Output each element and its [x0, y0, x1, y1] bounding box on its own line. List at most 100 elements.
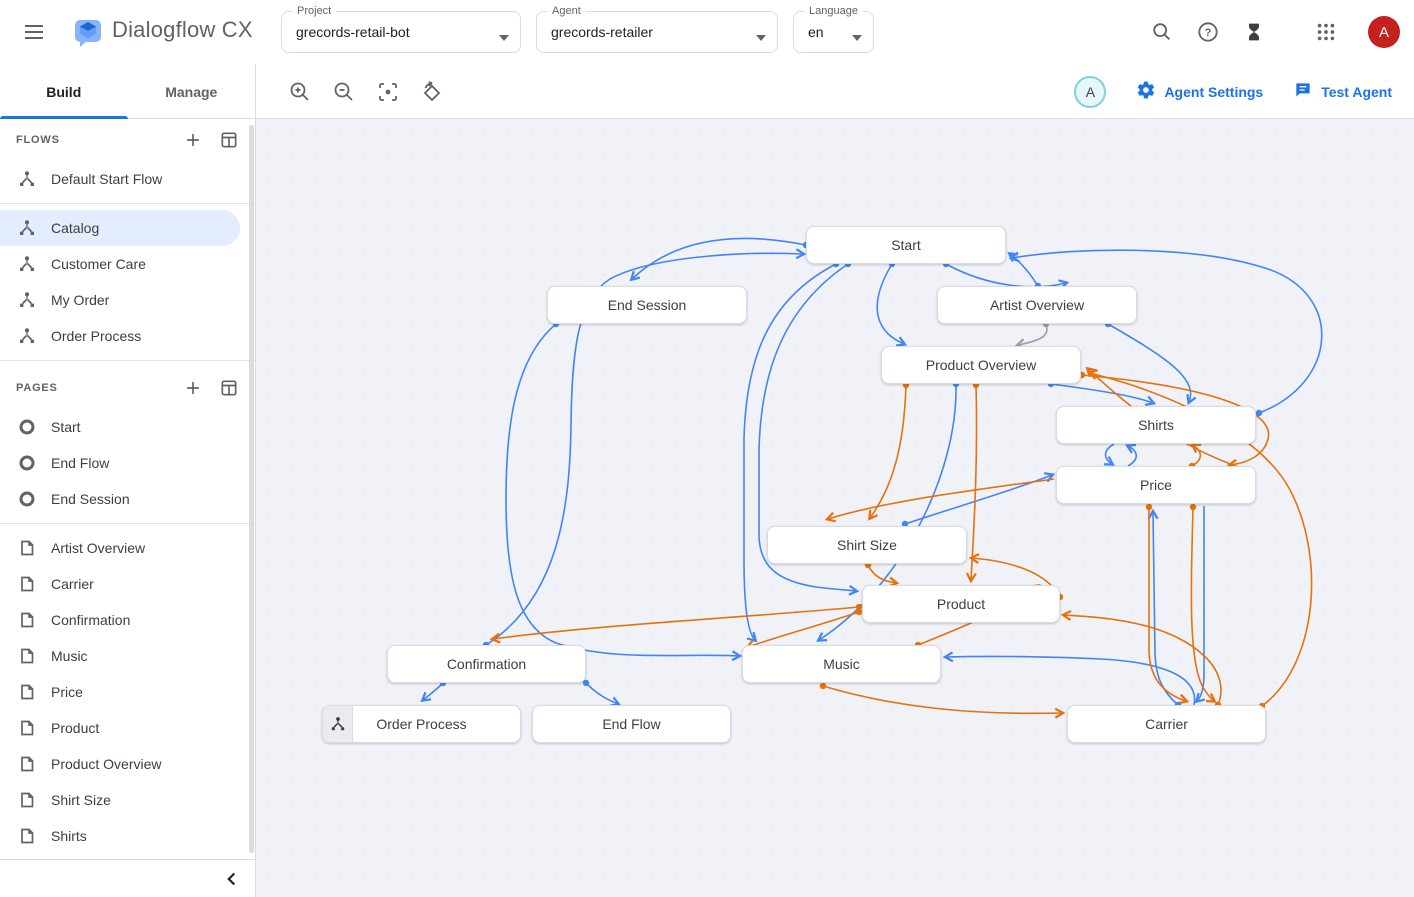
node-end-flow[interactable]: End Flow — [532, 705, 731, 743]
flows-list-view-icon[interactable] — [219, 130, 239, 150]
chevron-down-icon — [498, 29, 510, 47]
flow-icon — [18, 327, 36, 345]
page-item-label: End Session — [51, 491, 130, 507]
agent-select[interactable]: Agent grecords-retailer — [536, 5, 778, 53]
node-label: End Session — [607, 297, 687, 313]
svg-text:?: ? — [1205, 27, 1212, 39]
add-page-icon[interactable] — [183, 378, 203, 398]
project-select[interactable]: Project grecords-retail-bot — [281, 5, 521, 53]
node-artist-overview[interactable]: Artist Overview — [937, 286, 1137, 324]
edge-carrier-to-product — [1064, 615, 1222, 706]
sidebar-flow-item-default-start-flow[interactable]: Default Start Flow — [0, 161, 255, 197]
edge-start-to-end-session — [632, 237, 807, 279]
node-product-overview[interactable]: Product Overview — [881, 346, 1081, 384]
add-flow-icon[interactable] — [183, 130, 203, 150]
apps-grid-icon[interactable] — [1314, 20, 1338, 44]
node-price[interactable]: Price — [1056, 466, 1256, 504]
node-end-session[interactable]: End Session — [547, 286, 747, 324]
reset-view-icon[interactable] — [420, 80, 444, 104]
sidebar-page-item-product-overview[interactable]: Product Overview — [0, 746, 255, 782]
page-item-label: Shirts — [51, 828, 87, 844]
sidebar-page-item-product[interactable]: Product — [0, 710, 255, 746]
page-icon — [18, 791, 36, 809]
circle-icon — [18, 490, 36, 508]
edge-endpoint-dot — [582, 679, 590, 687]
page-icon — [18, 647, 36, 665]
edge-shirts-to-price — [1106, 443, 1115, 464]
page-icon — [18, 611, 36, 629]
node-order-process[interactable]: Order Process — [322, 705, 521, 743]
divider — [0, 203, 255, 204]
app-title: Dialogflow CX — [112, 17, 253, 42]
flows-section-header: FLOWS — [0, 119, 255, 161]
search-icon[interactable] — [1150, 20, 1174, 44]
sidebar-flow-item-order-process[interactable]: Order Process — [0, 318, 255, 354]
zoom-out-icon[interactable] — [332, 80, 356, 104]
node-start[interactable]: Start — [806, 226, 1006, 264]
agent-settings-label: Agent Settings — [1164, 83, 1264, 100]
test-agent-button[interactable]: Test Agent — [1293, 80, 1392, 103]
flow-graph-canvas[interactable]: Start End Session Artist Overview Product O… — [256, 119, 1414, 897]
flow-icon — [18, 170, 36, 188]
node-confirmation[interactable]: Confirmation — [387, 645, 586, 683]
node-carrier[interactable]: Carrier — [1067, 705, 1266, 743]
flow-icon — [323, 706, 353, 742]
node-product[interactable]: Product — [862, 585, 1060, 623]
pages-header-label: PAGES — [16, 382, 58, 394]
flows-list: Default Start Flow Catalog Customer Care My… — [0, 161, 255, 354]
agent-badge[interactable]: A — [1074, 75, 1107, 108]
menu-icon[interactable] — [22, 20, 46, 44]
pages-list: Artist Overview Carrier Confirmation Music P… — [0, 530, 255, 854]
sidebar-page-item-carrier[interactable]: Carrier — [0, 566, 255, 602]
edge-price-to-shirts — [1192, 445, 1202, 467]
edge-product-overview-to-product — [971, 384, 978, 580]
sidebar-page-item-start[interactable]: Start — [0, 409, 255, 445]
agent-select-label: Agent — [547, 5, 586, 17]
toolbar-actions: A Agent Settings Test Agent — [1074, 64, 1392, 119]
collapse-sidebar-icon[interactable] — [221, 868, 243, 890]
divider — [0, 523, 255, 524]
pages-list-view-icon[interactable] — [219, 378, 239, 398]
page-icon — [18, 755, 36, 773]
sidebar-flow-item-customer-care[interactable]: Customer Care — [0, 246, 255, 282]
node-shirts[interactable]: Shirts — [1056, 406, 1256, 444]
secondary-toolbar: Build Manage — [0, 64, 1414, 119]
edge-shirt-size-to-product — [867, 564, 896, 583]
zoom-in-icon[interactable] — [288, 80, 312, 104]
sidebar-page-item-artist-overview[interactable]: Artist Overview — [0, 530, 255, 566]
agent-settings-button[interactable]: Agent Settings — [1136, 80, 1263, 103]
edge-price-to-carrier — [1197, 506, 1204, 701]
sidebar-page-item-confirmation[interactable]: Confirmation — [0, 602, 255, 638]
language-select[interactable]: Language en — [793, 5, 874, 53]
page-item-label: Confirmation — [51, 612, 131, 628]
sidebar-scrollbar[interactable] — [249, 125, 254, 853]
edge-price-to-carrier — [1148, 507, 1186, 701]
edge-product-overview-to-shirt-size — [870, 384, 907, 518]
sidebar-page-item-shirts[interactable]: Shirts — [0, 818, 255, 854]
tab-build[interactable]: Build — [0, 64, 128, 119]
edge-endpoint-dot — [1189, 503, 1197, 511]
node-shirt-size[interactable]: Shirt Size — [767, 526, 967, 564]
node-label: Carrier — [1145, 716, 1188, 732]
special-pages-list: Start End Flow End Session — [0, 409, 255, 517]
sidebar-page-item-price[interactable]: Price — [0, 674, 255, 710]
build-manage-tabs: Build Manage — [0, 64, 256, 119]
sidebar-page-item-music[interactable]: Music — [0, 638, 255, 674]
sidebar-flow-item-my-order[interactable]: My Order — [0, 282, 255, 318]
sidebar-page-item-end-session[interactable]: End Session — [0, 481, 255, 517]
node-label: Shirt Size — [837, 537, 897, 553]
help-icon[interactable]: ? — [1196, 20, 1220, 44]
avatar[interactable]: A — [1368, 16, 1400, 48]
context-selectors: Project grecords-retail-bot Agent grecor… — [281, 5, 874, 53]
tab-manage[interactable]: Manage — [165, 83, 218, 100]
sidebar-flow-item-catalog[interactable]: Catalog — [0, 210, 240, 246]
node-music[interactable]: Music — [742, 645, 941, 683]
dialogflow-logo-icon — [70, 14, 106, 50]
sidebar-page-item-shirt-size[interactable]: Shirt Size — [0, 782, 255, 818]
project-select-value: grecords-retail-bot — [296, 24, 410, 40]
node-label: Price — [1140, 477, 1172, 493]
pending-tasks-icon[interactable] — [1242, 20, 1266, 44]
center-focus-icon[interactable] — [376, 80, 400, 104]
sidebar-page-item-end-flow[interactable]: End Flow — [0, 445, 255, 481]
language-select-value: en — [808, 24, 824, 40]
